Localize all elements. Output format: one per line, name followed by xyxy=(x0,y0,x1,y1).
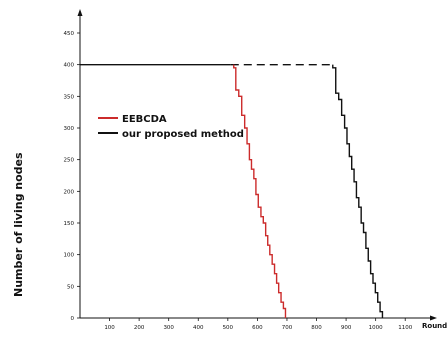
series-eebcda-line xyxy=(233,64,287,318)
legend-label-eebcda: EEBCDA xyxy=(122,114,167,125)
series-proposed-line xyxy=(332,64,384,318)
y-axis-title: Number of living nodes xyxy=(12,152,25,297)
y-tick-label: 250 xyxy=(64,158,75,164)
x-tick-label: 900 xyxy=(341,325,352,331)
y-tick-label: 50 xyxy=(67,284,74,290)
ticks: 0 50 100 150 200 250 300 350 400 450 100 200 300 400 5… xyxy=(64,31,413,331)
y-tick-label: 400 xyxy=(64,63,75,69)
series-layer xyxy=(80,63,384,318)
x-tick-label: 600 xyxy=(252,325,263,331)
y-tick-label: 450 xyxy=(64,31,75,37)
y-tick-label: 100 xyxy=(64,253,75,259)
y-tick-label: 0 xyxy=(71,316,75,322)
legend: EEBCDA our proposed method xyxy=(98,114,244,140)
x-tick-label: 200 xyxy=(134,325,145,331)
y-axis-arrow xyxy=(77,9,83,16)
x-tick-label: 1000 xyxy=(369,325,383,331)
y-tick-label: 150 xyxy=(64,221,75,227)
x-tick-label: 1100 xyxy=(398,325,412,331)
y-tick-label: 200 xyxy=(64,189,75,195)
x-axis-arrow xyxy=(430,315,437,321)
x-tick-label: 100 xyxy=(104,325,115,331)
y-tick-label: 300 xyxy=(64,126,75,132)
legend-label-proposed: our proposed method xyxy=(122,129,244,140)
x-tick-label: 300 xyxy=(163,325,174,331)
axes xyxy=(77,9,437,321)
x-tick-label: 500 xyxy=(223,325,234,331)
x-tick-label: 800 xyxy=(311,325,322,331)
x-tick-label: 700 xyxy=(282,325,293,331)
x-tick-label: 400 xyxy=(193,325,204,331)
y-tick-label: 350 xyxy=(64,94,75,100)
x-axis-title: Round xyxy=(422,322,447,330)
